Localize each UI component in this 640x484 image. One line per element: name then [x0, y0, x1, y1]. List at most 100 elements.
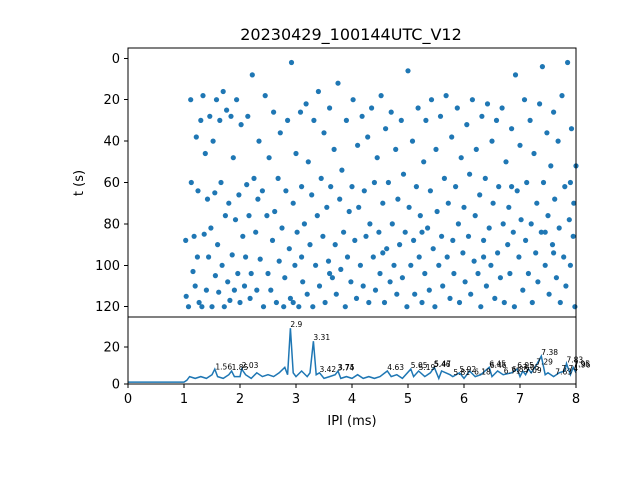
peak-label: 7.95 [573, 359, 590, 368]
raster-point [324, 204, 330, 210]
raster-point [453, 184, 459, 190]
raster-point [385, 179, 391, 186]
raster-point [563, 283, 569, 289]
raster-point [282, 275, 288, 281]
raster-point [423, 117, 429, 123]
raster-point [249, 72, 255, 78]
raster-point [192, 283, 198, 289]
raster-point [408, 262, 414, 268]
raster-point [367, 221, 373, 227]
raster-point [372, 287, 379, 293]
raster-point [294, 229, 300, 235]
raster-point [479, 113, 485, 119]
peak-label: 2.9 [290, 320, 302, 329]
raster-point [342, 304, 348, 310]
raster-point [468, 291, 474, 297]
raster-point [562, 184, 568, 190]
raster-point [506, 204, 512, 210]
raster-point [185, 304, 192, 310]
raster-point [183, 293, 189, 299]
histogram-panel: 1.56 1.852.032.93.313.42 3.743.75 4.63 5.055… [103, 316, 591, 407]
raster-point [218, 179, 224, 186]
raster-point [489, 138, 495, 144]
raster-point [259, 188, 265, 194]
raster-point [343, 117, 349, 123]
raster-point [230, 155, 236, 161]
raster-point [514, 188, 520, 194]
raster-point [549, 242, 556, 248]
raster-point [478, 304, 484, 310]
x-tick-label-bottom: 0 [124, 392, 132, 407]
raster-point [419, 299, 425, 306]
raster-point [241, 283, 248, 289]
raster-point [406, 204, 412, 210]
raster-point [353, 295, 360, 301]
raster-point [566, 217, 572, 223]
raster-point [499, 105, 505, 111]
raster-point [311, 117, 317, 123]
raster-point [201, 231, 207, 237]
raster-point [194, 254, 200, 260]
raster-point [419, 229, 425, 235]
raster-point [350, 97, 356, 103]
raster-point [268, 287, 274, 293]
raster-point [272, 208, 278, 215]
raster-point [341, 229, 347, 235]
raster-point [460, 250, 466, 256]
raster-point [462, 279, 468, 285]
raster-point [212, 273, 218, 279]
x-tick-label-bottom: 3 [292, 392, 300, 407]
raster-point [333, 291, 339, 297]
raster-point [248, 270, 254, 277]
raster-point [409, 138, 416, 144]
ipi-series-line [128, 328, 577, 383]
raster-point [496, 184, 502, 190]
raster-point [377, 270, 383, 277]
raster-point [352, 237, 358, 243]
raster-point [397, 242, 403, 248]
raster-point [357, 262, 363, 268]
raster-point [314, 213, 320, 219]
raster-point [528, 221, 534, 227]
peak-label: 1.85 [232, 363, 249, 372]
raster-point [433, 146, 439, 152]
raster-point [571, 200, 577, 206]
raster-point [467, 171, 473, 177]
raster-point [237, 299, 243, 306]
raster-point [204, 196, 211, 202]
raster-point [537, 101, 543, 107]
raster-point [437, 113, 444, 119]
raster-point [226, 200, 232, 206]
raster-point [188, 97, 194, 103]
raster-point [500, 221, 506, 227]
raster-point [255, 196, 261, 202]
raster-point [421, 159, 427, 165]
raster-point [428, 97, 435, 103]
y-tick-label-top: 120 [95, 300, 120, 315]
peak-label: 1.56 [215, 363, 232, 372]
raster-point [215, 242, 221, 248]
raster-point [422, 270, 428, 277]
raster-point [509, 184, 515, 190]
raster-point [338, 266, 344, 272]
raster-point [542, 262, 548, 268]
raster-point [210, 138, 216, 144]
raster-point [488, 262, 494, 268]
raster-point [417, 213, 423, 219]
raster-point [521, 97, 528, 103]
raster-point [219, 262, 225, 268]
raster-point [425, 225, 431, 231]
raster-point [355, 142, 361, 148]
raster-point [376, 229, 382, 235]
raster-point [370, 254, 376, 260]
raster-point [399, 275, 405, 281]
raster-point [542, 229, 548, 235]
raster-point [199, 304, 205, 310]
raster-point [477, 192, 483, 198]
raster-point [228, 113, 234, 119]
raster-point [535, 279, 541, 285]
peak-label: 7.38 [541, 348, 558, 357]
x-tick-label-bottom: 8 [572, 392, 580, 407]
peak-label: 5.46 [434, 360, 451, 369]
raster-point [300, 279, 306, 285]
